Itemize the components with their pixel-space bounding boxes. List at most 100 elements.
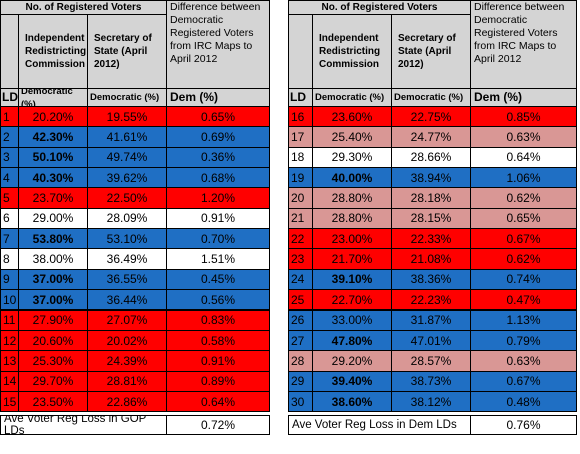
irc-cell: 21.70% bbox=[312, 248, 392, 270]
ld-cell: 30 bbox=[288, 390, 313, 413]
ld-cell: 28 bbox=[288, 350, 313, 372]
ld-cell: 2 bbox=[0, 126, 19, 148]
sos-cell: 24.77% bbox=[391, 126, 471, 148]
diff-cell: 0.67% bbox=[470, 228, 577, 250]
diff-cell: 1.06% bbox=[470, 167, 577, 189]
ld-header: LD bbox=[0, 88, 19, 107]
sos-cell: 36.44% bbox=[87, 289, 167, 311]
column-header: Secretary of State (April 2012) bbox=[391, 14, 471, 89]
irc-cell: 53.80% bbox=[18, 228, 88, 250]
sos-cell: 28.15% bbox=[391, 207, 471, 230]
sos-cell: 38.12% bbox=[391, 390, 471, 413]
irc-cell: 29.00% bbox=[18, 207, 88, 230]
ld-cell: 3 bbox=[0, 146, 19, 169]
ld-cell: 10 bbox=[0, 289, 19, 311]
diff-cell: 0.83% bbox=[166, 309, 270, 331]
ld-cell: 5 bbox=[0, 187, 19, 209]
blank-header bbox=[0, 14, 19, 89]
diff-cell: 0.36% bbox=[166, 146, 270, 169]
irc-cell: 47.80% bbox=[312, 329, 392, 352]
ld-cell: 6 bbox=[0, 207, 19, 230]
diff-cell: 0.56% bbox=[166, 289, 270, 311]
irc-cell: 37.00% bbox=[18, 289, 88, 311]
sos-cell: 28.81% bbox=[87, 370, 167, 392]
ld-cell: 25 bbox=[288, 289, 313, 311]
diff-cell: 0.64% bbox=[166, 390, 270, 413]
irc-cell: 33.00% bbox=[312, 309, 392, 331]
irc-cell: 23.60% bbox=[312, 106, 392, 128]
ld-cell: 9 bbox=[0, 268, 19, 291]
diff-header: Difference between Democratic Registered… bbox=[166, 0, 270, 89]
irc-cell: 29.30% bbox=[312, 146, 392, 169]
ld-cell: 4 bbox=[0, 167, 19, 189]
sos-cell: 41.61% bbox=[87, 126, 167, 148]
ld-cell: 7 bbox=[0, 228, 19, 250]
ld-cell: 12 bbox=[0, 329, 19, 352]
sos-cell: 38.73% bbox=[391, 370, 471, 392]
ld-cell: 16 bbox=[288, 106, 313, 128]
sos-cell: 22.50% bbox=[87, 187, 167, 209]
sos-cell: 27.07% bbox=[87, 309, 167, 331]
diff-cell: 0.63% bbox=[470, 126, 577, 148]
sub-header: Democratic (%) bbox=[87, 88, 167, 107]
ld-cell: 29 bbox=[288, 370, 313, 392]
footer-label: Ave Voter Reg Loss in GOP LDs bbox=[0, 415, 167, 435]
ld-cell: 18 bbox=[288, 146, 313, 169]
irc-cell: 25.30% bbox=[18, 350, 88, 372]
sos-cell: 28.57% bbox=[391, 350, 471, 372]
irc-cell: 37.00% bbox=[18, 268, 88, 291]
sos-cell: 39.62% bbox=[87, 167, 167, 189]
column-header: Independent Redistricting Commission bbox=[18, 14, 88, 89]
column-header: Secretary of State (April 2012) bbox=[87, 14, 167, 89]
sos-cell: 38.94% bbox=[391, 167, 471, 189]
diff-cell: 0.65% bbox=[166, 106, 270, 128]
ld-cell: 26 bbox=[288, 309, 313, 331]
group-header: No. of Registered Voters bbox=[0, 0, 167, 15]
diff-cell: 0.89% bbox=[166, 370, 270, 392]
sub-header: Democratic (%) bbox=[391, 88, 471, 107]
irc-cell: 40.00% bbox=[312, 167, 392, 189]
footer-value: 0.72% bbox=[166, 415, 270, 435]
diff-cell: 0.67% bbox=[470, 370, 577, 392]
ld-cell: 14 bbox=[0, 370, 19, 392]
irc-cell: 20.60% bbox=[18, 329, 88, 352]
irc-cell: 39.10% bbox=[312, 268, 392, 291]
sos-cell: 21.08% bbox=[391, 248, 471, 270]
irc-cell: 29.20% bbox=[312, 350, 392, 372]
diff-cell: 0.64% bbox=[470, 146, 577, 169]
sos-cell: 47.01% bbox=[391, 329, 471, 352]
sos-cell: 24.39% bbox=[87, 350, 167, 372]
blank-header bbox=[288, 14, 313, 89]
diff-cell: 0.79% bbox=[470, 329, 577, 352]
diff-cell: 0.91% bbox=[166, 207, 270, 230]
ld-cell: 21 bbox=[288, 207, 313, 230]
sub-header: Democratic (%) bbox=[18, 88, 88, 107]
sos-cell: 22.86% bbox=[87, 390, 167, 413]
sos-cell: 20.02% bbox=[87, 329, 167, 352]
irc-cell: 25.40% bbox=[312, 126, 392, 148]
irc-cell: 23.50% bbox=[18, 390, 88, 413]
footer-value: 0.76% bbox=[470, 415, 577, 435]
sos-cell: 28.18% bbox=[391, 187, 471, 209]
irc-cell: 29.70% bbox=[18, 370, 88, 392]
ld-cell: 15 bbox=[0, 390, 19, 413]
irc-cell: 38.60% bbox=[312, 390, 392, 413]
diff-cell: 0.58% bbox=[166, 329, 270, 352]
diff-cell: 0.48% bbox=[470, 390, 577, 413]
diff-cell: 0.63% bbox=[470, 350, 577, 372]
sos-cell: 22.33% bbox=[391, 228, 471, 250]
diff-cell: 0.47% bbox=[470, 289, 577, 311]
sos-cell: 38.36% bbox=[391, 268, 471, 291]
irc-cell: 39.40% bbox=[312, 370, 392, 392]
ld-cell: 11 bbox=[0, 309, 19, 331]
irc-cell: 28.80% bbox=[312, 207, 392, 230]
ld-header: LD bbox=[288, 88, 313, 107]
diff-cell: 0.62% bbox=[470, 248, 577, 270]
sos-cell: 53.10% bbox=[87, 228, 167, 250]
sos-cell: 28.09% bbox=[87, 207, 167, 230]
sos-cell: 36.55% bbox=[87, 268, 167, 291]
ld-cell: 8 bbox=[0, 248, 19, 270]
ld-cell: 17 bbox=[288, 126, 313, 148]
diff-cell: 0.70% bbox=[166, 228, 270, 250]
